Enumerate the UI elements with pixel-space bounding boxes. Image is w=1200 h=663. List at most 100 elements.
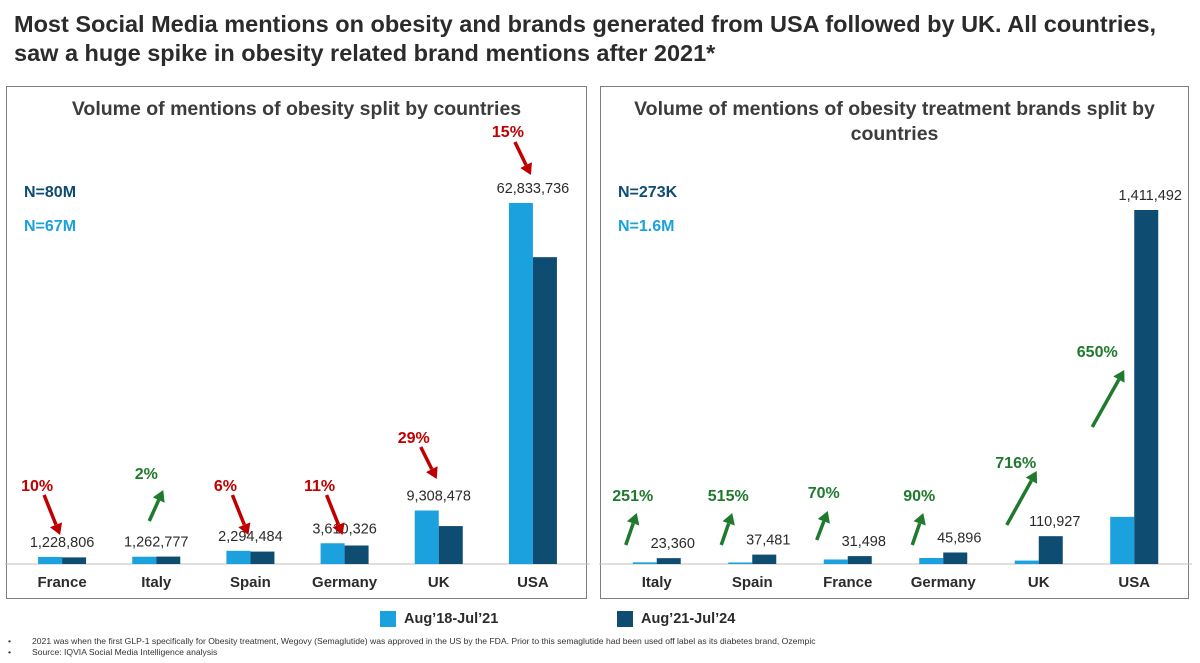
category-label: France (823, 574, 872, 591)
change-arrow-head (913, 513, 926, 526)
change-arrow-shaft (1005, 479, 1033, 526)
change-arrow-shaft (419, 446, 434, 470)
change-arrow-head (152, 490, 165, 503)
n-total-later-period: N=80M (24, 184, 77, 201)
footnotes: • 2021 was when the first GLP-1 specific… (8, 636, 1193, 658)
category-label: Spain (732, 574, 773, 591)
treatment-brand-mentions-panel: Volume of mentions of obesity treatment … (599, 86, 1192, 599)
category-label: Italy (141, 574, 172, 591)
bullet: • (8, 647, 12, 657)
change-arrow-head (520, 162, 532, 175)
legend-label: Aug’18-Jul’21 (404, 611, 499, 627)
bar-later-period (250, 551, 275, 564)
n-total-later-period: N=273K (618, 184, 678, 201)
change-arrow-head (722, 513, 735, 526)
change-arrow-shaft (513, 141, 528, 166)
category-label: UK (1028, 574, 1050, 591)
legend-swatch (617, 611, 633, 627)
bar-later-period (156, 556, 181, 564)
change-arrow-head (49, 522, 63, 535)
change-label: 6% (214, 478, 237, 495)
chart-title: Volume of mentions of obesity split by c… (71, 98, 522, 120)
change-label: 90% (903, 488, 935, 505)
data-label: 1,411,492 (1119, 188, 1182, 204)
category-label: France (37, 574, 86, 591)
bar-later-period (438, 526, 463, 564)
legend-label: Aug’21-Jul’24 (641, 611, 736, 627)
change-arrow-shaft (719, 522, 731, 546)
data-label: 45,896 (937, 530, 981, 546)
n-total-earlier-period: N=67M (24, 218, 77, 235)
bar-later-period (1038, 536, 1063, 564)
category-label: USA (517, 574, 549, 591)
bullet: • (8, 636, 12, 646)
change-label: 11% (304, 478, 335, 495)
change-arrow-shaft (1090, 378, 1121, 428)
data-label: 1,228,806 (30, 535, 95, 551)
change-arrow-head (627, 513, 640, 526)
change-label: 251% (612, 488, 653, 505)
obesity-mentions-panel: Volume of mentions of obesity split by c… (5, 86, 590, 599)
change-arrow-shaft (624, 522, 635, 546)
change-label: 650% (1077, 344, 1118, 361)
data-label: 110,927 (1029, 514, 1080, 530)
change-label: 29% (398, 430, 430, 447)
change-arrow-head (1113, 370, 1125, 383)
bar-later-period (344, 545, 369, 564)
category-label: Germany (312, 574, 378, 591)
bar-earlier-period (226, 550, 251, 564)
category-label: UK (428, 574, 450, 591)
bar-later-period (847, 556, 872, 564)
change-label: 15% (492, 124, 524, 141)
footnote: • Source: IQVIA Social Media Intelligenc… (8, 647, 1193, 658)
change-label: 70% (808, 485, 840, 502)
change-arrow-head (426, 466, 438, 479)
change-arrow-head (238, 522, 251, 535)
bar-earlier-period (414, 510, 439, 564)
footnote-text: 2021 was when the first GLP-1 specifical… (32, 636, 816, 646)
change-arrow-shaft (324, 494, 341, 526)
bar-earlier-period (132, 556, 157, 564)
bar-later-period (62, 557, 87, 564)
bar-earlier-period (508, 202, 533, 564)
change-arrow-head (1025, 471, 1038, 484)
category-label: Spain (230, 574, 271, 591)
chart-title: Volume of mentions of obesity treatment … (634, 98, 1155, 145)
change-arrow-head (332, 522, 345, 535)
chart-legend: Aug’18-Jul’21 Aug’21-Jul’24 (0, 611, 1200, 631)
bar-earlier-period (919, 557, 944, 564)
data-label: 2,294,484 (218, 529, 283, 545)
data-label: 31,498 (842, 534, 886, 550)
change-label: 2% (135, 466, 158, 483)
change-arrow-shaft (910, 522, 922, 546)
data-label: 9,308,478 (406, 489, 471, 505)
legend-item-later-period: Aug’21-Jul’24 (617, 611, 735, 627)
bar-earlier-period (1110, 516, 1135, 564)
change-label: 10% (21, 478, 53, 495)
change-arrow-shaft (230, 494, 246, 526)
bar-later-period (532, 257, 557, 564)
change-arrow-shaft (147, 499, 161, 522)
bar-later-period (943, 552, 968, 564)
legend-item-earlier-period: Aug’18-Jul’21 (380, 611, 498, 627)
bar-earlier-period (632, 562, 657, 564)
treatment-brand-mentions-chart: Italy 23,360 251% Spain 37,481 515% France 31,4… (599, 188, 1192, 591)
data-label: 3,610,326 (312, 521, 377, 537)
data-label: 23,360 (651, 536, 695, 552)
change-label: 515% (708, 488, 749, 505)
data-label: 37,481 (746, 533, 790, 549)
bar-earlier-period (320, 543, 345, 564)
category-label: Germany (911, 574, 977, 591)
obesity-mentions-chart: France 1,228,806 10% Italy 1,262,777 2% Spain 2… (5, 124, 590, 591)
bar-earlier-period (728, 562, 753, 564)
bar-later-period (656, 558, 681, 564)
bar-earlier-period (38, 556, 63, 564)
change-arrow-shaft (42, 494, 58, 526)
change-arrow-head (817, 511, 830, 524)
change-arrow-shaft (815, 520, 826, 541)
change-label: 716% (995, 455, 1036, 472)
category-label: Italy (642, 574, 673, 591)
footnote-text: Source: IQVIA Social Media Intelligence … (32, 647, 218, 657)
bar-earlier-period (1014, 560, 1039, 564)
footnote: • 2021 was when the first GLP-1 specific… (8, 636, 1193, 647)
